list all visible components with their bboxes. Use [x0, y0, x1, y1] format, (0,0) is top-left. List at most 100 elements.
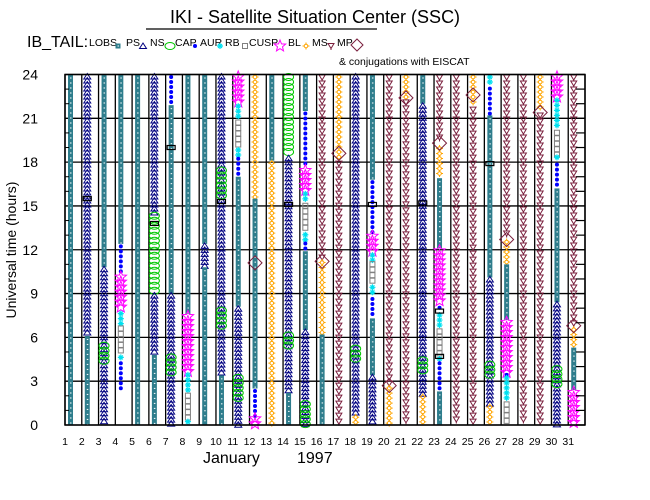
ps-mark — [368, 417, 377, 425]
bl-mark — [252, 149, 258, 155]
lobs-mark-dot — [204, 162, 206, 164]
segment-ms — [536, 112, 545, 426]
ps-mark — [284, 234, 293, 242]
ns-mark — [148, 236, 160, 245]
ps-mark — [99, 361, 109, 369]
aur-mark — [235, 113, 242, 120]
ms-mark — [569, 140, 578, 147]
aur-mark — [503, 389, 510, 396]
ms-mark — [452, 302, 461, 309]
eiscat-conjugation-diamond — [398, 90, 414, 106]
lobs-mark-dot — [103, 187, 106, 189]
ps-mark — [552, 312, 562, 320]
lobs-bar — [487, 115, 493, 278]
ps-mark — [552, 324, 562, 332]
segment-ms — [469, 106, 477, 426]
ns-mark — [283, 128, 295, 136]
lobs-mark-dot — [204, 280, 206, 282]
lobs-mark-dot — [204, 202, 206, 204]
bl-mark-rays — [419, 403, 427, 411]
bl-mark-rays — [251, 78, 259, 86]
lobs-mark-dot — [371, 152, 374, 154]
rb-mark — [369, 272, 376, 279]
ps-mark — [300, 348, 310, 356]
segment-aur — [235, 103, 242, 120]
ps-mark — [284, 238, 293, 246]
lobs-mark-dot — [321, 372, 324, 374]
cap-mark — [118, 376, 123, 381]
lobs-mark-dot — [204, 192, 206, 194]
lobs-mark-dot — [120, 217, 122, 219]
cap-mark — [554, 162, 559, 167]
event-marker — [216, 198, 227, 205]
lobs-mark-dot — [70, 237, 72, 239]
lobs-mark-dot — [70, 152, 72, 154]
ps-mark — [552, 416, 562, 424]
ps-mark — [233, 308, 243, 316]
ps-mark — [99, 325, 109, 333]
ms-mark — [385, 236, 394, 243]
ms-mark — [318, 194, 326, 201]
lobs-mark-dot — [254, 266, 257, 268]
ms-mark — [519, 92, 528, 99]
bl-mark — [470, 89, 476, 95]
ps-mark — [351, 316, 361, 324]
lobs-mark-dot — [120, 182, 122, 184]
lobs-mark-dot — [304, 319, 307, 321]
bl-mark-rays — [251, 138, 259, 146]
lobs-mark-dot — [187, 132, 189, 134]
bl-mark — [269, 345, 275, 351]
lobs-mark-dot — [120, 82, 122, 84]
ms-mark — [536, 352, 545, 359]
ps-mark — [485, 391, 495, 399]
ps-mark — [284, 162, 293, 170]
bl-mark — [537, 99, 543, 105]
lobs-mark-dot — [153, 382, 156, 384]
lobs-mark-dot — [288, 395, 290, 397]
ps-mark — [82, 212, 92, 220]
conjugation-note: & conjugations with EISCAT — [339, 56, 470, 68]
ps-mark — [217, 212, 226, 220]
cusp-mark — [113, 269, 128, 283]
lobs-mark-dot — [120, 157, 122, 159]
cusp-mark — [365, 228, 380, 243]
ps-mark — [149, 192, 159, 200]
lobs-mark-dot — [103, 227, 106, 229]
ps-mark — [284, 242, 293, 250]
ms-mark — [402, 243, 410, 250]
segment-ms — [569, 74, 578, 328]
ps-mark — [552, 420, 562, 428]
ms-mark — [452, 86, 461, 93]
ms-mark — [385, 308, 394, 315]
lobs-mark-dot — [170, 113, 173, 115]
bl-mark — [336, 139, 342, 145]
ps-mark — [166, 323, 176, 331]
ms-mark — [402, 327, 410, 334]
ps-mark — [217, 268, 226, 276]
ps-mark — [351, 80, 361, 88]
lobs-mark-dot — [321, 407, 324, 409]
segment-bl — [268, 159, 276, 427]
lobs-mark-dot — [288, 420, 290, 422]
lobs-mark-dot — [187, 152, 189, 154]
bl-mark — [269, 340, 275, 346]
ns-mark — [484, 365, 496, 374]
bl-mark-rays — [335, 148, 343, 156]
legend-symbol-ns — [164, 42, 176, 50]
ns-mark — [215, 171, 227, 180]
bl-mark — [437, 171, 442, 176]
lobs-mark-dot — [187, 122, 189, 124]
ps-mark — [418, 233, 428, 241]
ps-mark — [217, 220, 226, 228]
ms-mark — [536, 220, 545, 227]
aur-mark — [235, 103, 242, 110]
ps-mark — [166, 363, 176, 371]
bl-mark-rays — [268, 174, 276, 182]
bl-mark-rays — [268, 204, 276, 212]
segment-cusp — [113, 269, 128, 313]
lobs-mark-dot — [137, 247, 139, 249]
lobs-bar — [369, 74, 375, 180]
ms-mark — [536, 202, 545, 209]
lobs-mark-dot — [120, 147, 122, 149]
day-column-31 — [566, 74, 581, 429]
